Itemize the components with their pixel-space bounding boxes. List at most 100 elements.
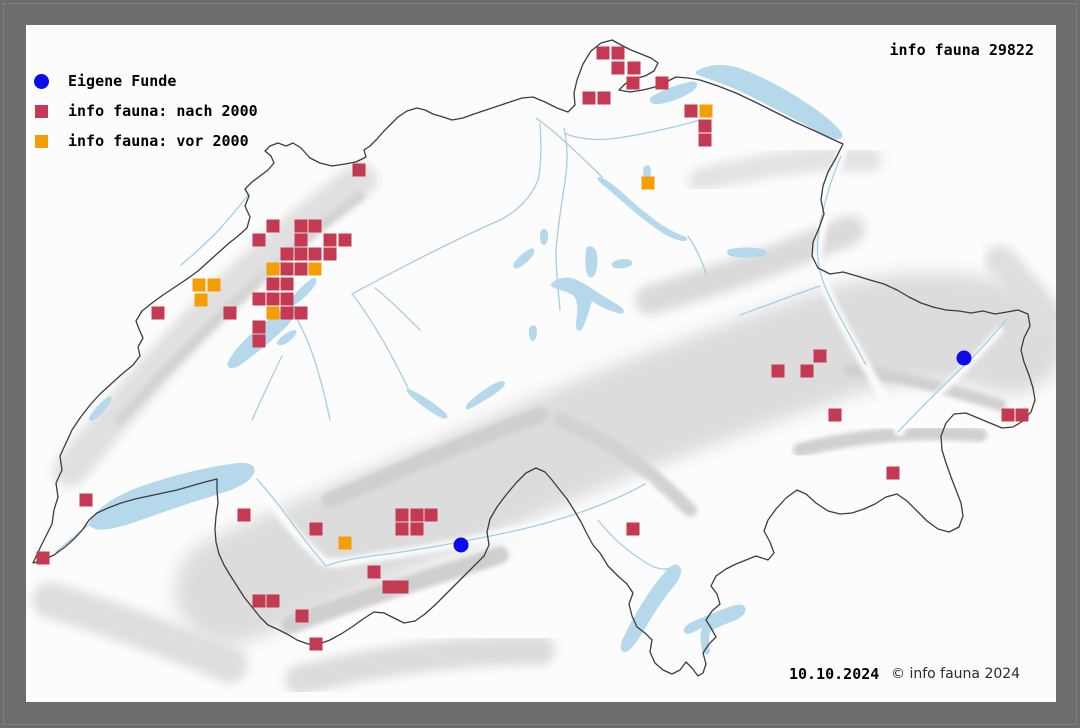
marker-after2000[interactable] — [294, 219, 308, 233]
lake-aegeri — [611, 258, 633, 269]
marker-after2000[interactable] — [266, 292, 280, 306]
marker-after2000[interactable] — [79, 493, 93, 507]
marker-before2000[interactable] — [266, 306, 280, 320]
marker-after2000[interactable] — [424, 508, 438, 522]
marker-after2000[interactable] — [1001, 408, 1015, 422]
switzerland-distribution-map — [32, 39, 1056, 695]
marker-after2000[interactable] — [698, 133, 712, 147]
marker-after2000[interactable] — [266, 594, 280, 608]
marker-after2000[interactable] — [280, 306, 294, 320]
marker-after2000[interactable] — [252, 320, 266, 334]
lake-constance — [695, 65, 843, 140]
lake-zug — [585, 246, 598, 278]
river-thur — [565, 119, 701, 141]
marker-after2000[interactable] — [395, 580, 409, 594]
marker-after2000[interactable] — [611, 61, 625, 75]
river-lines-layer — [55, 117, 1007, 570]
markers-layer — [36, 46, 1029, 651]
marker-after2000[interactable] — [252, 233, 266, 247]
lake-zurich — [597, 176, 688, 242]
after-2000-square-icon — [35, 104, 48, 118]
marker-own[interactable] — [453, 537, 469, 553]
marker-after2000[interactable] — [597, 91, 611, 105]
lake-brienz — [465, 381, 505, 410]
marker-after2000[interactable] — [294, 262, 308, 276]
marker-after2000[interactable] — [395, 522, 409, 536]
marker-after2000[interactable] — [813, 349, 827, 363]
marker-after2000[interactable] — [626, 76, 640, 90]
marker-after2000[interactable] — [596, 46, 610, 60]
lake-lucerne — [550, 277, 624, 331]
marker-after2000[interactable] — [382, 580, 396, 594]
marker-after2000[interactable] — [280, 247, 294, 261]
marker-after2000[interactable] — [294, 306, 308, 320]
marker-after2000[interactable] — [280, 292, 294, 306]
marker-after2000[interactable] — [800, 364, 814, 378]
marker-after2000[interactable] — [338, 233, 352, 247]
marker-after2000[interactable] — [582, 91, 596, 105]
river-linth — [687, 235, 707, 275]
lake-geneva — [89, 462, 255, 530]
river-vorderrhein — [739, 285, 821, 316]
marker-after2000[interactable] — [698, 119, 712, 133]
lake-biel — [290, 277, 317, 305]
footer-date: 10.10.2024 — [789, 665, 880, 683]
own-findings-circle-icon — [34, 73, 49, 89]
marker-after2000[interactable] — [626, 522, 640, 536]
marker-before2000[interactable] — [699, 104, 713, 118]
marker-after2000[interactable] — [309, 637, 323, 651]
marker-after2000[interactable] — [36, 551, 50, 565]
river-rhine-alpine — [816, 155, 867, 366]
marker-after2000[interactable] — [280, 262, 294, 276]
marker-after2000[interactable] — [309, 522, 323, 536]
marker-after2000[interactable] — [395, 508, 409, 522]
marker-after2000[interactable] — [295, 609, 309, 623]
marker-after2000[interactable] — [627, 61, 641, 75]
marker-after2000[interactable] — [308, 247, 322, 261]
marker-after2000[interactable] — [266, 277, 280, 291]
marker-before2000[interactable] — [192, 278, 206, 292]
marker-after2000[interactable] — [294, 247, 308, 261]
marker-after2000[interactable] — [771, 364, 785, 378]
marker-after2000[interactable] — [223, 306, 237, 320]
lake-lugano — [683, 604, 746, 655]
marker-before2000[interactable] — [207, 278, 221, 292]
marker-after2000[interactable] — [886, 466, 900, 480]
marker-after2000[interactable] — [266, 219, 280, 233]
marker-after2000[interactable] — [1015, 408, 1029, 422]
marker-after2000[interactable] — [237, 508, 251, 522]
marker-after2000[interactable] — [828, 408, 842, 422]
river-limmat — [535, 117, 603, 178]
lake-untersee — [650, 81, 698, 105]
marker-after2000[interactable] — [280, 277, 294, 291]
marker-after2000[interactable] — [655, 76, 669, 90]
legend: Eigene Funde info fauna: nach 2000 info … — [34, 66, 258, 156]
marker-before2000[interactable] — [641, 176, 655, 190]
marker-after2000[interactable] — [323, 247, 337, 261]
marker-after2000[interactable] — [308, 219, 322, 233]
marker-after2000[interactable] — [367, 565, 381, 579]
marker-before2000[interactable] — [338, 536, 352, 550]
legend-label-own-findings: Eigene Funde — [68, 72, 177, 90]
marker-after2000[interactable] — [352, 163, 366, 177]
marker-own[interactable] — [956, 350, 972, 366]
marker-after2000[interactable] — [410, 508, 424, 522]
marker-after2000[interactable] — [323, 233, 337, 247]
marker-after2000[interactable] — [294, 233, 308, 247]
marker-after2000[interactable] — [252, 334, 266, 348]
marker-after2000[interactable] — [410, 522, 424, 536]
marker-before2000[interactable] — [308, 262, 322, 276]
legend-item-before-2000: info fauna: vor 2000 — [34, 126, 258, 156]
marker-after2000[interactable] — [252, 594, 266, 608]
marker-after2000[interactable] — [252, 292, 266, 306]
relief-shading-layer — [32, 115, 1056, 695]
marker-after2000[interactable] — [684, 104, 698, 118]
river-emme — [374, 287, 421, 331]
marker-after2000[interactable] — [151, 306, 165, 320]
river-doubs — [180, 193, 250, 266]
marker-before2000[interactable] — [266, 262, 280, 276]
marker-before2000[interactable] — [194, 293, 208, 307]
marker-after2000[interactable] — [611, 46, 625, 60]
lake-maggiore — [620, 564, 682, 652]
before-2000-square-icon — [35, 134, 48, 148]
